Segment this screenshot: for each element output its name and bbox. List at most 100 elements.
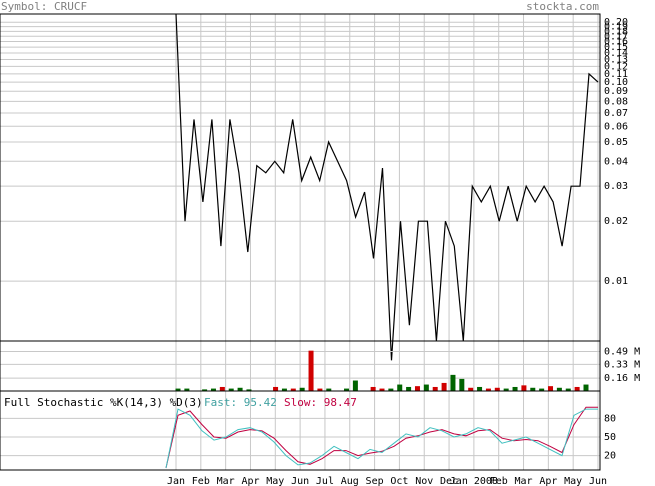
- volume-bars: [175, 350, 589, 391]
- volume-grid: [0, 350, 600, 379]
- x-tick-label: Sep: [366, 476, 384, 486]
- volume-bar: [556, 387, 562, 391]
- x-tick-label: May: [564, 476, 582, 486]
- volume-bar: [308, 350, 314, 391]
- x-axis-labels: Jan Feb Mar Apr May Jun Jul Aug Sep Oct Nov DecJan …: [167, 476, 607, 486]
- volume-bar: [450, 374, 456, 391]
- x-tick-label: Jun: [291, 476, 309, 486]
- stochastic-tick-label: 80: [604, 413, 616, 424]
- volume-bar: [512, 386, 518, 391]
- volume-bar: [441, 382, 447, 391]
- stochastic-panel-frame: [0, 390, 601, 471]
- price-tick-label: 0.01: [604, 276, 628, 287]
- price-tick-label: 0.03: [604, 181, 628, 192]
- volume-bar: [326, 388, 332, 391]
- price-tick-label: 0.05: [604, 137, 628, 148]
- volume-bar: [406, 386, 412, 391]
- volume-tick-label: 0.33 M: [604, 359, 640, 370]
- volume-bar: [317, 388, 323, 391]
- price-tick-label: 0.09: [604, 86, 628, 97]
- volume-bar: [485, 388, 491, 391]
- stochastic-tick-label: 20: [604, 451, 616, 462]
- volume-bar: [459, 378, 465, 391]
- volume-bar: [219, 386, 225, 391]
- volume-bar: [432, 386, 438, 391]
- volume-bar: [202, 389, 208, 391]
- volume-bar: [273, 386, 279, 391]
- volume-bar: [175, 388, 181, 391]
- x-tick-label: Apr: [539, 476, 557, 486]
- site-label: stockta.com: [526, 0, 599, 13]
- slow-value-label: Slow: 98.47: [284, 396, 357, 409]
- price-tick-label: 0.14: [604, 48, 628, 59]
- price-tick-label: 0.16: [604, 37, 628, 48]
- stochastic-tick-label: 50: [604, 432, 616, 443]
- volume-tick-label: 0.49 M: [604, 346, 640, 357]
- x-tick-label: Apr: [241, 476, 259, 486]
- volume-bar: [494, 387, 500, 391]
- volume-bar: [574, 386, 580, 391]
- volume-bar: [503, 388, 509, 391]
- x-tick-label: Aug: [341, 476, 359, 486]
- volume-bar: [530, 387, 536, 391]
- volume-bar: [583, 384, 589, 391]
- price-grid: [0, 14, 600, 470]
- fast-value-label: Fast: 95.42: [204, 396, 277, 409]
- price-tick-label: 0.02: [604, 216, 628, 227]
- x-tick-label: Jan: [167, 476, 185, 486]
- volume-bar: [281, 388, 287, 391]
- volume-bar: [299, 387, 305, 391]
- volume-bar: [468, 387, 474, 391]
- x-tick-label: Jan 2008: [450, 476, 498, 486]
- x-tick-label: Feb: [192, 476, 210, 486]
- volume-bar: [379, 388, 385, 391]
- volume-bar: [370, 386, 376, 391]
- volume-bar: [344, 388, 350, 391]
- slow-stochastic-line: [165, 406, 598, 469]
- volume-bar: [290, 388, 296, 391]
- x-tick-label: Jul: [316, 476, 334, 486]
- price-tick-label: 0.15: [604, 42, 628, 53]
- x-tick-label: Oct: [390, 476, 408, 486]
- price-tick-label: 0.08: [604, 96, 628, 107]
- symbol-label: Symbol: CRUCF: [1, 0, 87, 13]
- price-series-line: [175, 13, 599, 361]
- price-tick-label: 0.06: [604, 121, 628, 132]
- volume-bar: [352, 380, 358, 391]
- volume-bar: [228, 388, 234, 391]
- price-tick-label: 0.04: [604, 156, 628, 167]
- x-tick-label: Mar: [514, 476, 532, 486]
- price-tick-label: 0.17: [604, 31, 628, 42]
- price-tick-labels: 0.200.190.180.170.160.150.140.130.120.11…: [604, 17, 628, 287]
- price-tick-label: 0.11: [604, 69, 628, 80]
- volume-bar: [521, 385, 527, 391]
- price-tick-label: 0.07: [604, 108, 628, 119]
- volume-bar: [423, 384, 429, 391]
- stochastic-title: Full Stochastic %K(14,3) %D(3): [4, 396, 203, 409]
- volume-bar: [477, 386, 483, 391]
- price-tick-label: 0.10: [604, 77, 628, 88]
- volume-bar: [184, 388, 190, 391]
- volume-bar: [548, 386, 554, 391]
- fast-stochastic-line: [165, 408, 598, 469]
- volume-bar: [565, 388, 571, 391]
- volume-bar: [210, 388, 216, 391]
- price-tick-label: 0.12: [604, 61, 628, 72]
- x-tick-label: May: [266, 476, 284, 486]
- volume-tick-labels: 0.49 M 0.33 M 0.16 M: [604, 346, 640, 384]
- volume-bar: [237, 387, 243, 391]
- volume-bar: [246, 389, 252, 391]
- x-tick-label: Feb: [490, 476, 508, 486]
- price-tick-label: 0.18: [604, 26, 628, 37]
- volume-tick-label: 0.16 M: [604, 373, 640, 384]
- x-tick-label: Mar: [217, 476, 235, 486]
- price-tick-label: 0.19: [604, 22, 628, 33]
- price-tick-label: 0.13: [604, 54, 628, 65]
- volume-bar: [388, 388, 394, 391]
- x-tick-label: Jun: [589, 476, 607, 486]
- x-tick-label: Nov: [415, 476, 433, 486]
- price-tick-label: 0.20: [604, 17, 628, 28]
- stochastic-tick-labels: 80 50 20: [604, 413, 616, 461]
- x-tick-label: Dec: [440, 476, 458, 486]
